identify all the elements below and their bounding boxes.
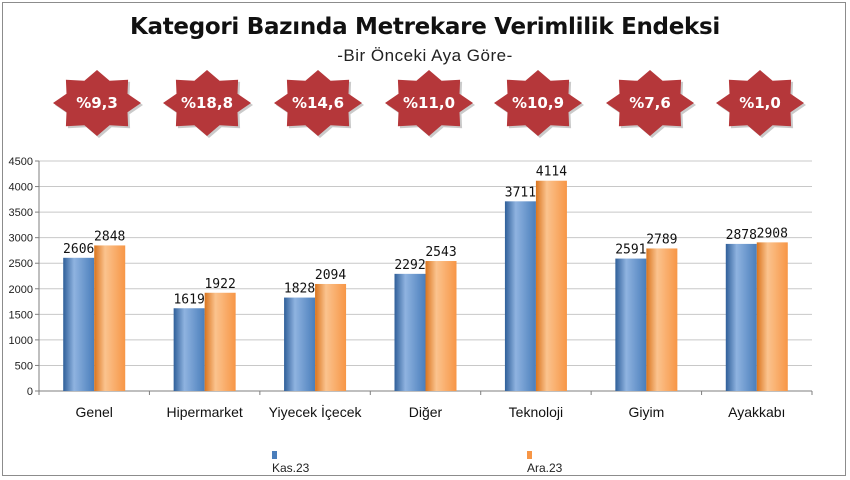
starburst-icon — [716, 70, 806, 138]
starburst-icon — [274, 70, 364, 138]
bar-kas — [284, 297, 316, 391]
data-label-kas: 2591 — [615, 243, 646, 258]
legend-item-kas: Kas.23 — [272, 447, 309, 475]
x-tick-label: Teknoloji — [509, 404, 563, 420]
data-label-kas: 2878 — [726, 228, 757, 243]
legend-item-ara: Ara.23 — [527, 447, 562, 475]
data-label-kas: 3711 — [505, 185, 536, 200]
data-label-ara: 2789 — [646, 232, 677, 247]
data-label-ara: 2094 — [315, 268, 346, 283]
data-label-ara: 4114 — [536, 165, 567, 180]
data-label-ara: 2908 — [757, 226, 788, 241]
change-badge: %14,6 — [272, 68, 364, 138]
chart-subtitle: -Bir Önceki Aya Göre- — [337, 46, 513, 65]
starburst-icon — [494, 70, 584, 138]
change-badge: %9,3 — [51, 68, 143, 138]
x-tick-label: Diğer — [409, 404, 443, 420]
change-badge: %10,9 — [492, 68, 584, 138]
change-badge: %7,6 — [604, 68, 696, 138]
x-tick-label: Genel — [76, 404, 113, 420]
starburst-icon — [606, 70, 696, 138]
y-tick-label: 1500 — [9, 309, 33, 321]
data-label-ara: 2848 — [94, 229, 125, 244]
bar-ara — [425, 261, 457, 391]
change-badge-label: %7,6 — [629, 94, 671, 112]
y-tick-label: 4500 — [9, 156, 33, 168]
y-tick-label: 2500 — [9, 258, 33, 270]
bar-kas — [504, 201, 536, 391]
change-badge-label: %18,8 — [180, 94, 234, 112]
change-badge: %11,0 — [383, 68, 475, 138]
y-tick-label: 4000 — [9, 182, 33, 194]
data-label-ara: 2543 — [425, 245, 456, 260]
change-badge-label: %10,9 — [511, 94, 565, 112]
data-label-kas: 2292 — [394, 258, 425, 273]
x-tick-label: Giyim — [628, 404, 664, 420]
legend-label-ara: Ara.23 — [527, 461, 563, 475]
y-tick-label: 500 — [15, 360, 33, 372]
starburst-icon — [53, 70, 143, 138]
data-label-kas: 1619 — [173, 292, 204, 307]
legend-label-kas: Kas.23 — [272, 461, 310, 475]
chart-title: Kategori Bazında Metrekare Verimlilik En… — [129, 14, 720, 40]
bar-ara — [646, 248, 678, 391]
bar-kas — [725, 243, 757, 391]
legend-swatch-ara — [527, 451, 532, 459]
legend-swatch-kas — [272, 451, 277, 459]
x-tick-label: Yiyecek İçecek — [269, 403, 363, 420]
y-tick-label: 2000 — [9, 284, 33, 296]
x-tick-label: Hipermarket — [167, 404, 243, 420]
bar-ara — [315, 283, 347, 391]
change-badge: %18,8 — [161, 68, 253, 138]
change-badge-label: %11,0 — [402, 94, 456, 112]
bar-ara — [94, 245, 126, 391]
change-badge-label: %9,3 — [76, 94, 118, 112]
y-tick-label: 1000 — [9, 335, 33, 347]
y-tick-label: 3500 — [9, 207, 33, 219]
bar-kas — [173, 308, 205, 391]
bar-kas — [63, 257, 95, 391]
bar-kas — [615, 258, 647, 391]
y-tick-label: 0 — [27, 386, 33, 398]
bar-ara — [204, 292, 236, 391]
y-tick-label: 3000 — [9, 233, 33, 245]
data-label-ara: 1922 — [204, 277, 235, 292]
change-badge: %1,0 — [714, 68, 806, 138]
change-badge-label: %1,0 — [739, 94, 781, 112]
data-label-kas: 2606 — [63, 242, 94, 257]
bar-ara — [535, 180, 567, 391]
data-label-kas: 1828 — [284, 282, 315, 297]
starburst-icon — [385, 70, 475, 138]
bar-ara — [756, 242, 788, 391]
starburst-icon — [163, 70, 253, 138]
x-tick-label: Ayakkabı — [728, 404, 785, 420]
change-badge-label: %14,6 — [291, 94, 345, 112]
bar-kas — [394, 273, 426, 391]
